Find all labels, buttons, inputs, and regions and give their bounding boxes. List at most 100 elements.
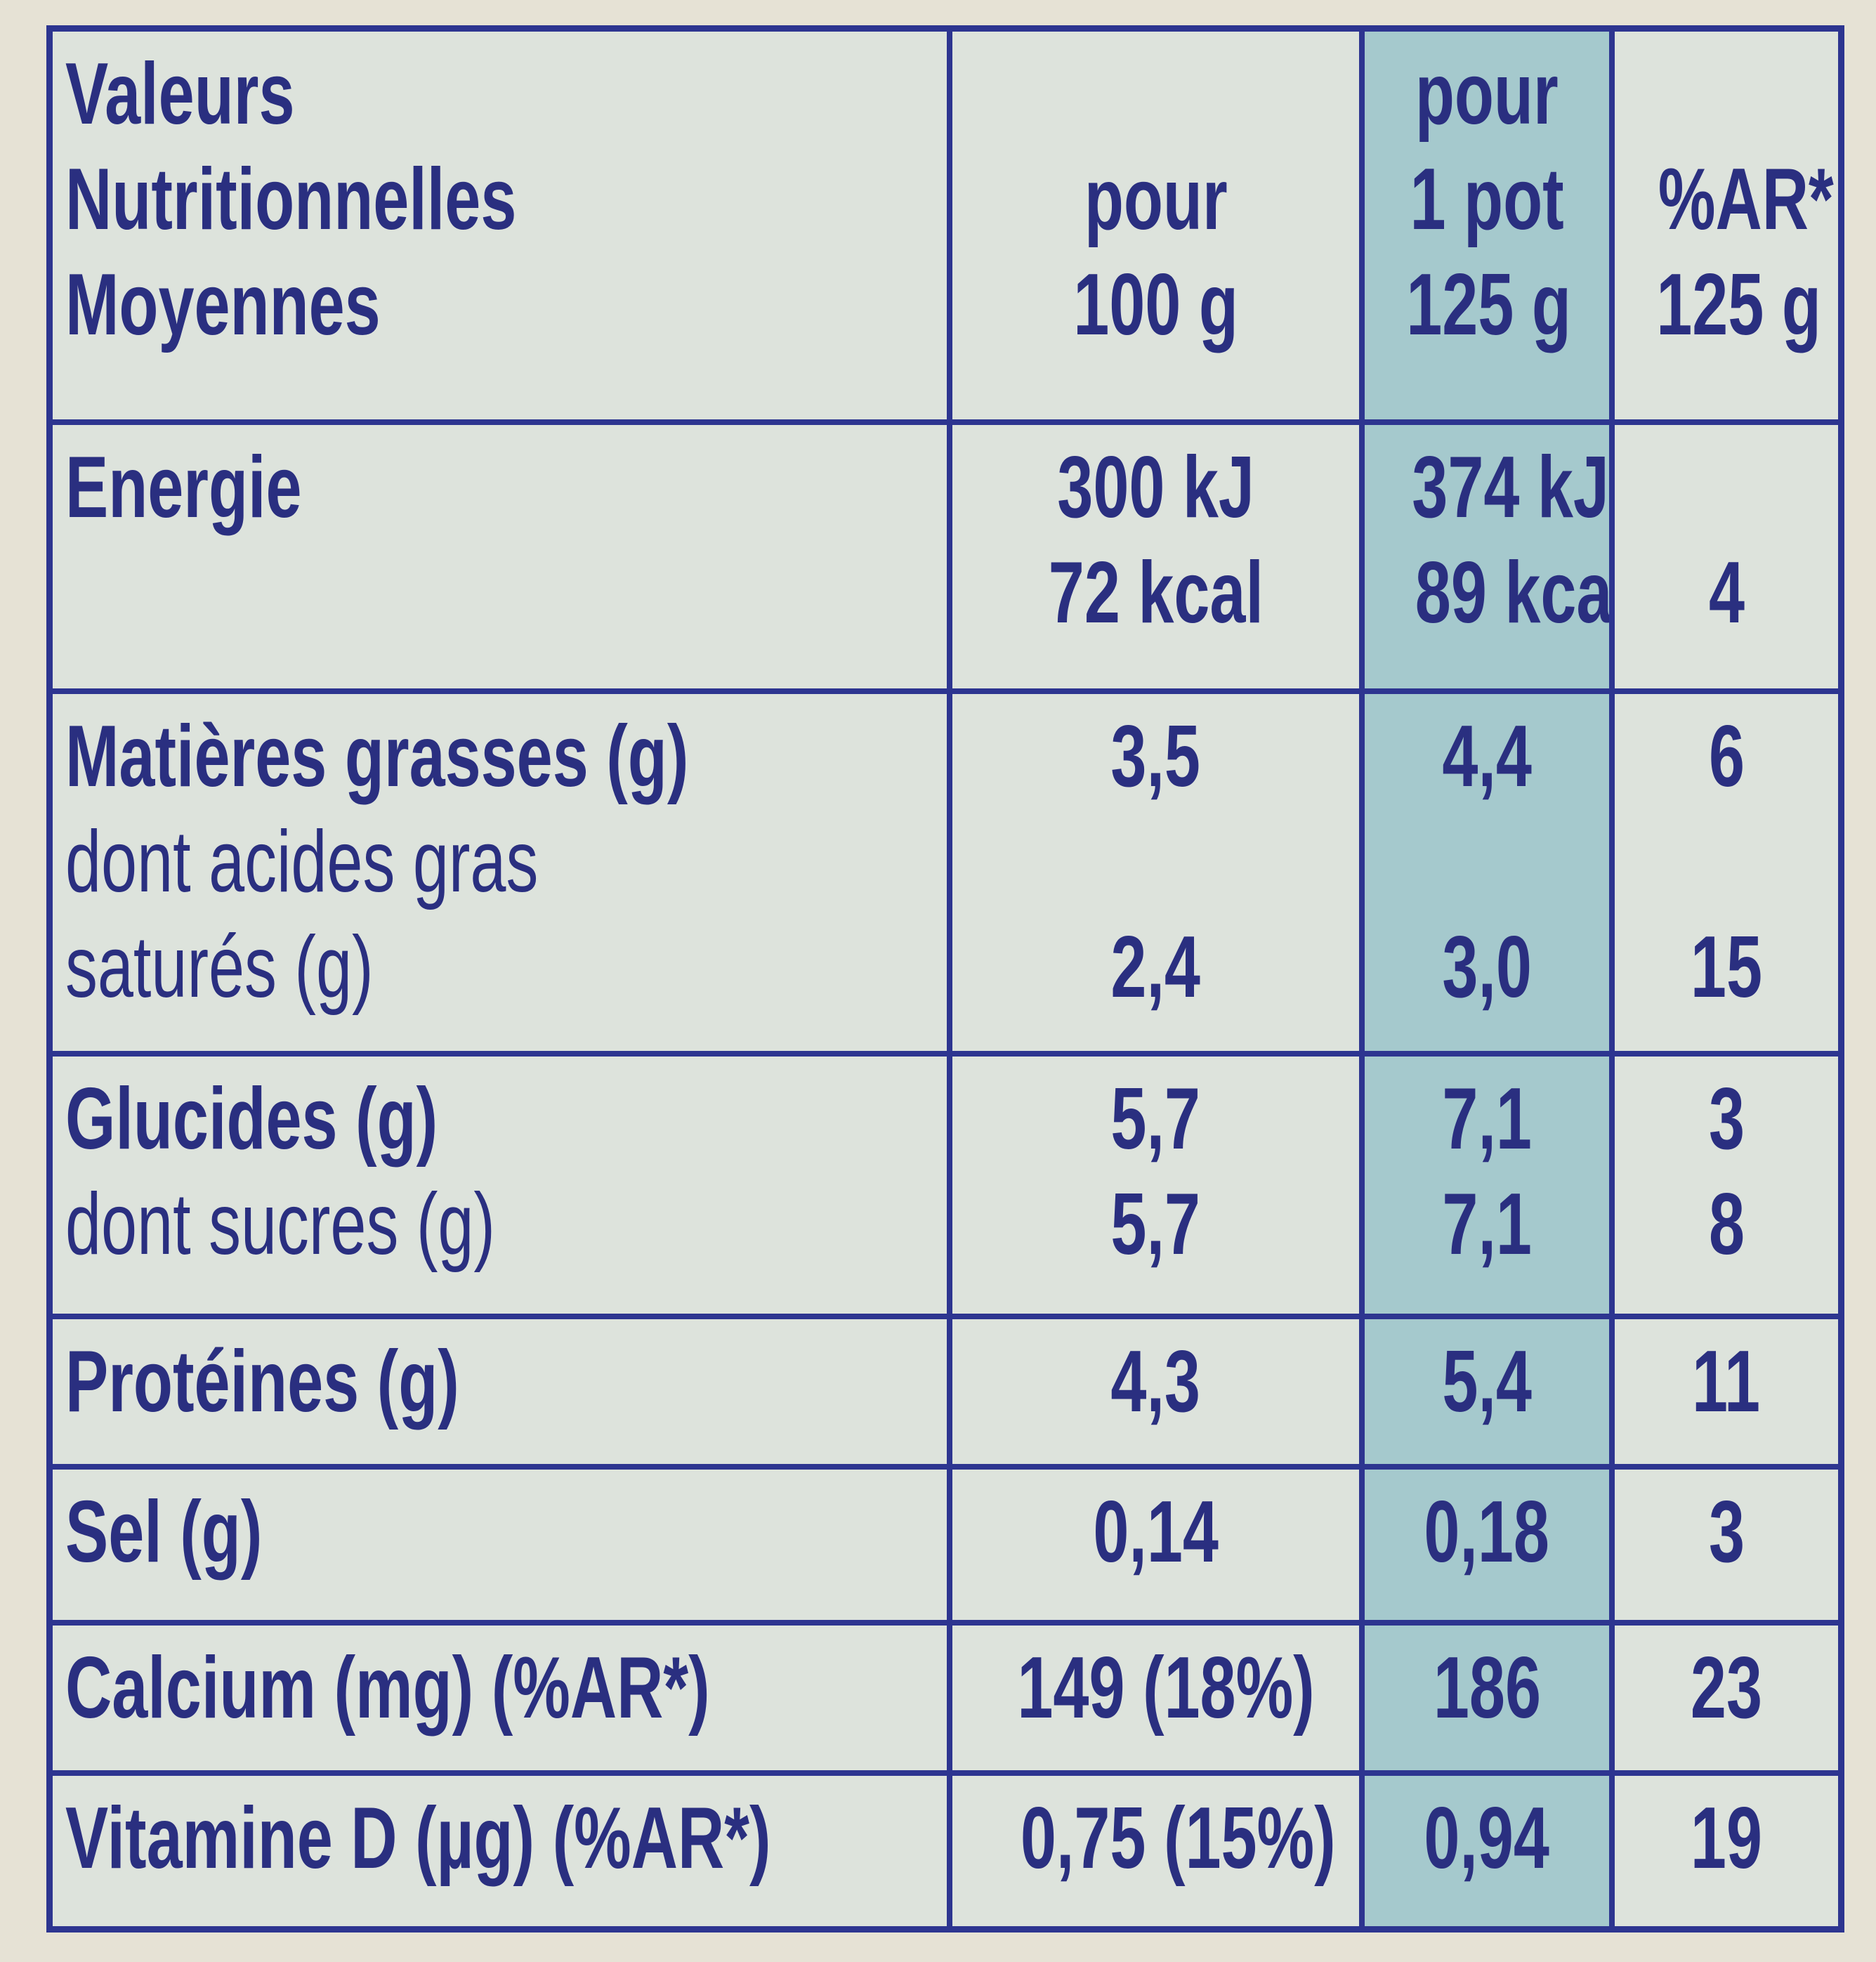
cell-line: 186 bbox=[1377, 1635, 1596, 1741]
table-cell: 5,4 bbox=[1359, 1319, 1609, 1464]
table-row: Matières grasses (g) dont acides gras satu… bbox=[53, 688, 1838, 1051]
table-cell: Valeurs Nutritionnelles Moyennes bbox=[53, 32, 947, 419]
table-cell: 5,7 5,7 bbox=[947, 1057, 1359, 1314]
cell-text: 3,5 bbox=[1110, 708, 1201, 805]
cell-text: 186 bbox=[1433, 1640, 1541, 1737]
cell-line: Valeurs bbox=[65, 41, 934, 147]
cell-line: 23 bbox=[1627, 1635, 1825, 1741]
cell-line: dont acides gras bbox=[65, 809, 934, 915]
cell-line: 0,94 bbox=[1377, 1786, 1596, 1891]
cell-text: Energie bbox=[65, 439, 302, 536]
cell-text: 0,18 bbox=[1424, 1484, 1550, 1581]
cell-line bbox=[1627, 435, 1825, 540]
cell-text: Protéines (g) bbox=[65, 1333, 459, 1430]
cell-text: 5,7 bbox=[1110, 1176, 1201, 1273]
cell-line: 100 g bbox=[965, 252, 1346, 358]
table-cell: Calcium (mg) (%AR*) bbox=[53, 1626, 947, 1770]
cell-text: pour bbox=[1415, 46, 1559, 143]
table-row: Vitamine D (µg) (%AR*) 0,75 (15%) 0,94 19 bbox=[53, 1770, 1838, 1926]
cell-text: dont sucres (g) bbox=[65, 1176, 495, 1273]
cell-text: 100 g bbox=[1073, 256, 1238, 353]
cell-line: 11 bbox=[1627, 1329, 1825, 1434]
cell-text: 374 kJ bbox=[1412, 439, 1609, 536]
cell-line: saturés (g) bbox=[65, 915, 934, 1020]
cell-text: 3 bbox=[1708, 1484, 1745, 1581]
cell-line: %AR* bbox=[1627, 147, 1834, 252]
cell-line: 4 bbox=[1627, 540, 1825, 646]
table-cell: 0,75 (15%) bbox=[947, 1776, 1359, 1926]
cell-line: 5,4 bbox=[1377, 1329, 1596, 1434]
cell-text: 3 bbox=[1708, 1071, 1745, 1168]
cell-line: 125 g bbox=[1627, 252, 1825, 358]
cell-text: 4,3 bbox=[1110, 1333, 1201, 1430]
table-cell: Glucides (g) dont sucres (g) bbox=[53, 1057, 947, 1314]
cell-text: 300 kJ bbox=[1057, 439, 1254, 536]
table-cell: %AR* 125 g bbox=[1609, 32, 1838, 419]
cell-line: Sel (g) bbox=[65, 1479, 934, 1585]
table-cell: 11 bbox=[1609, 1319, 1838, 1464]
cell-line: 300 kJ bbox=[965, 435, 1346, 540]
table-cell: 186 bbox=[1359, 1626, 1609, 1770]
cell-line: 7,1 bbox=[1377, 1066, 1596, 1172]
cell-line: 3,5 bbox=[965, 704, 1346, 809]
table-cell: 374 kJ 89 kcal bbox=[1359, 425, 1609, 688]
cell-line: 125 g bbox=[1377, 252, 1596, 358]
table-row: Energie 300 kJ 72 kcal 374 kJ 89 kcal 4 bbox=[53, 419, 1838, 688]
cell-text: 6 bbox=[1708, 708, 1745, 805]
cell-text: 15 bbox=[1690, 919, 1763, 1016]
cell-text: 11 bbox=[1692, 1333, 1761, 1430]
cell-line: 1 pot bbox=[1377, 147, 1596, 252]
cell-text: 1 pot bbox=[1410, 151, 1564, 248]
cell-text: Vitamine D (µg) (%AR*) bbox=[65, 1790, 771, 1887]
table-cell: 0,18 bbox=[1359, 1470, 1609, 1620]
cell-line: 19 bbox=[1627, 1786, 1825, 1891]
cell-text: 4 bbox=[1708, 544, 1745, 641]
cell-text: 2,4 bbox=[1110, 919, 1201, 1016]
table-cell: 3,5 2,4 bbox=[947, 694, 1359, 1051]
cell-line bbox=[1377, 809, 1596, 915]
cell-text: 0,94 bbox=[1424, 1790, 1550, 1887]
cell-line: 374 kJ bbox=[1377, 435, 1609, 540]
cell-line: Energie bbox=[65, 435, 934, 540]
cell-line: 0,75 (15%) bbox=[965, 1786, 1346, 1891]
cell-line: 7,1 bbox=[1377, 1172, 1596, 1277]
cell-line: 2,4 bbox=[965, 915, 1346, 1020]
cell-line: 72 kcal bbox=[965, 540, 1346, 646]
table-cell: 149 (18%) bbox=[947, 1626, 1359, 1770]
cell-text: saturés (g) bbox=[65, 919, 374, 1016]
cell-text: 23 bbox=[1690, 1640, 1763, 1737]
cell-line: 0,14 bbox=[965, 1479, 1346, 1585]
table-cell: 300 kJ 72 kcal bbox=[947, 425, 1359, 688]
cell-text: 0,75 (15%) bbox=[1020, 1790, 1336, 1887]
cell-line bbox=[965, 809, 1346, 915]
cell-line: 5,7 bbox=[965, 1066, 1346, 1172]
cell-text: 19 bbox=[1690, 1790, 1763, 1887]
table-cell: 23 bbox=[1609, 1626, 1838, 1770]
cell-line: 3 bbox=[1627, 1479, 1825, 1585]
cell-line: dont sucres (g) bbox=[65, 1172, 934, 1277]
table-cell: 0,94 bbox=[1359, 1776, 1609, 1926]
cell-text: 0,14 bbox=[1093, 1484, 1219, 1581]
cell-line: Vitamine D (µg) (%AR*) bbox=[65, 1786, 934, 1891]
cell-text: dont acides gras bbox=[65, 813, 539, 910]
cell-line: pour bbox=[1377, 41, 1596, 147]
cell-text: 7,1 bbox=[1442, 1071, 1532, 1168]
cell-text: Matières grasses (g) bbox=[65, 708, 689, 805]
table-cell: pour 1 pot 125 g bbox=[1359, 32, 1609, 419]
cell-line: 4,4 bbox=[1377, 704, 1596, 809]
table-cell: pour 100 g bbox=[947, 32, 1359, 419]
table-cell: 19 bbox=[1609, 1776, 1838, 1926]
table-cell: 0,14 bbox=[947, 1470, 1359, 1620]
cell-text: pour bbox=[1084, 151, 1228, 248]
cell-line bbox=[1627, 41, 1825, 147]
table-cell: Matières grasses (g) dont acides gras satu… bbox=[53, 694, 947, 1051]
cell-text: Calcium (mg) (%AR*) bbox=[65, 1640, 710, 1737]
cell-line: Calcium (mg) (%AR*) bbox=[65, 1635, 934, 1741]
cell-line: Matières grasses (g) bbox=[65, 704, 934, 809]
cell-line: 3 bbox=[1627, 1066, 1825, 1172]
table-row: Protéines (g) 4,3 5,4 11 bbox=[53, 1314, 1838, 1464]
table-row: Calcium (mg) (%AR*) 149 (18%) 186 23 bbox=[53, 1620, 1838, 1770]
